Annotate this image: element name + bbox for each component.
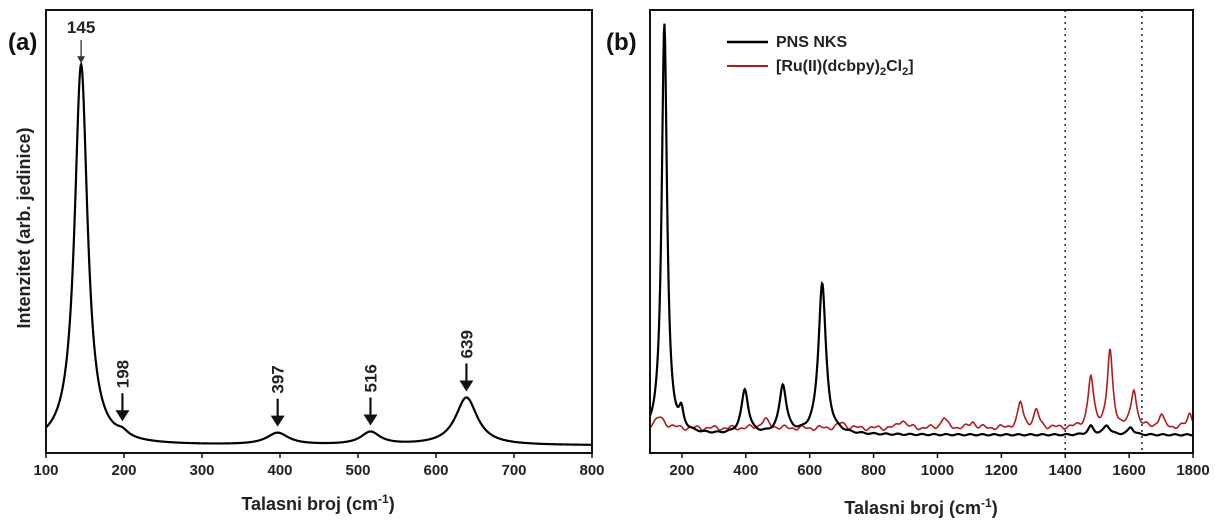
x-tick-label-1800: 1800	[1176, 462, 1209, 479]
x-tick-label-100: 100	[33, 462, 58, 479]
legend-label-ru: [Ru(II)(dcbpy)2Cl2]	[776, 58, 914, 78]
peak-label-516: 516	[361, 364, 380, 392]
x-tick-label-300: 300	[189, 462, 214, 479]
panel-b-x-ticks: 200 400 600 800 1000 1200 1400 1600 1800	[669, 453, 1210, 479]
legend-ru-part1: [Ru(II)(dcbpy)	[776, 58, 880, 75]
panel-a: (a) Intenzitet (arb. jedinice) 100 200 300…	[8, 9, 605, 514]
x-tick-label-600: 600	[797, 462, 822, 479]
legend-ru-end: ]	[908, 58, 913, 75]
panel-b-xlabel-end: )	[992, 498, 998, 518]
panel-b: (b) 200 400 600 800 1000 1200 1400 1600 1800 PNS…	[606, 9, 1210, 518]
x-tick-label-400: 400	[733, 462, 758, 479]
x-tick-label-200: 200	[669, 462, 694, 479]
x-tick-label-400: 400	[267, 462, 292, 479]
panel-a-xlabel-main: Talasni broj (cm	[241, 494, 378, 514]
peak-label-145: 145	[67, 18, 95, 37]
peak-label-397: 397	[269, 365, 288, 393]
peak-label-639: 639	[457, 330, 476, 358]
legend-ru-part2: Cl	[886, 58, 902, 75]
x-tick-label-200: 200	[111, 462, 136, 479]
legend-ru-sub2: 2	[902, 66, 908, 78]
series-line-pns-nks	[648, 23, 1194, 437]
panel-a-label: (a)	[8, 29, 37, 56]
x-tick-label-800: 800	[579, 462, 604, 479]
panel-b-plot-area	[648, 10, 1194, 453]
panel-b-xlabel: Talasni broj (cm-1)	[844, 496, 997, 518]
panel-a-annotations: 145 198 397 516 639	[67, 18, 476, 427]
peak-arrowhead-145	[77, 56, 86, 64]
panel-a-xlabel-sup: -1	[378, 492, 389, 506]
peak-arrowhead-198	[115, 410, 130, 422]
panel-a-xlabel-end: )	[389, 494, 395, 514]
peak-arrowhead-516	[363, 414, 378, 426]
legend-label-pns: PNS NKS	[776, 34, 847, 51]
x-tick-label-1600: 1600	[1112, 462, 1145, 479]
x-tick-label-1000: 1000	[921, 462, 954, 479]
panel-a-ylabel: Intenzitet (arb. jedinice)	[14, 127, 34, 328]
peak-label-198: 198	[113, 360, 132, 388]
x-tick-label-600: 600	[423, 462, 448, 479]
x-tick-label-1400: 1400	[1049, 462, 1082, 479]
series-line--ru-ii-dcbpy-	[649, 348, 1194, 432]
panel-a-frame	[45, 9, 593, 454]
panel-b-xlabel-main: Talasni broj (cm	[844, 498, 981, 518]
peak-arrowhead-397	[270, 415, 285, 427]
panel-b-xlabel-sup: -1	[981, 496, 992, 510]
panel-a-xlabel: Talasni broj (cm-1)	[241, 492, 394, 514]
x-tick-label-800: 800	[861, 462, 886, 479]
panel-b-frame	[649, 9, 1194, 454]
legend-ru-sub1: 2	[880, 66, 886, 78]
x-tick-label-500: 500	[345, 462, 370, 479]
series-line-spectrum	[45, 60, 593, 446]
panel-a-x-ticks: 100 200 300 400 500 600 700 800	[33, 453, 605, 479]
x-tick-label-1200: 1200	[985, 462, 1018, 479]
panel-b-label: (b)	[606, 29, 637, 56]
panel-b-legend: PNS NKS [Ru(II)(dcbpy)2Cl2]	[727, 34, 914, 78]
x-tick-label-700: 700	[501, 462, 526, 479]
peak-arrowhead-639	[459, 380, 474, 392]
panel-a-plot-area	[45, 60, 593, 446]
